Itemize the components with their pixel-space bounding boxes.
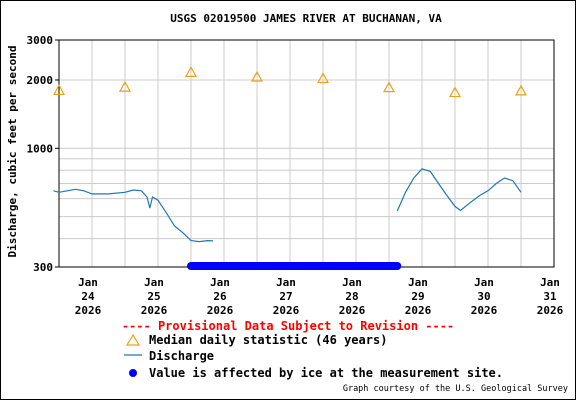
x-tick-label-line: Jan — [540, 276, 560, 289]
horizontal-gridlines — [59, 79, 554, 240]
y-tick-label: 2000 — [27, 74, 54, 87]
median-triangle — [382, 81, 396, 93]
median-triangle — [52, 84, 66, 95]
x-tick-label-line: 25 — [147, 290, 160, 303]
x-tick-label-line: 2026 — [207, 304, 234, 317]
courtesy-credit: Graph courtesy of the U.S. Geological Su… — [342, 384, 568, 394]
legend-discharge-label: Discharge — [149, 349, 215, 363]
vertical-gridlines — [91, 40, 522, 267]
provisional-notice: ---- Provisional Data Subject to Revisio… — [121, 319, 455, 333]
plot-area — [59, 40, 554, 267]
x-tick-label-line: Jan — [342, 276, 362, 289]
x-tick-label-line: Jan — [210, 276, 230, 289]
x-tick-label-line: 2026 — [141, 304, 168, 317]
median-triangle — [118, 80, 132, 92]
x-tick-label-line: 2026 — [339, 304, 366, 317]
median-triangle — [250, 70, 264, 82]
legend-ice-label: Value is affected by ice at the measurem… — [149, 366, 504, 380]
chart-title: USGS 02019500 JAMES RIVER AT BUCHANAN, V… — [170, 12, 442, 25]
y-tick-label: 1000 — [27, 142, 54, 155]
x-tick-label-line: 2026 — [75, 304, 102, 317]
x-tick-label-line: Jan — [408, 276, 428, 289]
x-tick-label-line: 2026 — [405, 304, 432, 317]
x-tick-label-line: Jan — [144, 276, 164, 289]
y-tick-label: 300 — [33, 261, 53, 274]
x-tick-label-line: 2026 — [537, 304, 564, 317]
x-tick-label-line: 30 — [477, 290, 490, 303]
x-tick-label-line: Jan — [474, 276, 494, 289]
x-tick-label-line: Jan — [78, 276, 98, 289]
triangle-icon — [126, 334, 140, 346]
median-triangle — [316, 72, 330, 84]
y-tick-label: 3000 — [27, 34, 54, 47]
discharge-line — [53, 188, 214, 243]
y-axis-label: Discharge, cubic feet per second — [6, 46, 19, 258]
x-tick-label-line: 29 — [411, 290, 424, 303]
x-tick-label-line: Jan — [276, 276, 296, 289]
dot-icon — [129, 369, 137, 377]
median-triangle — [514, 84, 528, 96]
discharge-line — [396, 168, 522, 212]
x-tick-label-line: 27 — [279, 290, 292, 303]
median-triangle — [184, 66, 198, 77]
legend-median-label: Median daily statistic (46 years) — [149, 333, 388, 347]
x-tick-label-line: 24 — [81, 290, 95, 303]
x-tick-label-line: 26 — [213, 290, 227, 303]
x-tick-label-line: 2026 — [273, 304, 300, 317]
x-tick-label-line: 28 — [345, 290, 358, 303]
x-tick-label-line: 2026 — [471, 304, 498, 317]
median-triangle — [448, 86, 462, 98]
line-swatch-icon — [124, 354, 142, 356]
x-tick-label-line: 31 — [543, 290, 557, 303]
